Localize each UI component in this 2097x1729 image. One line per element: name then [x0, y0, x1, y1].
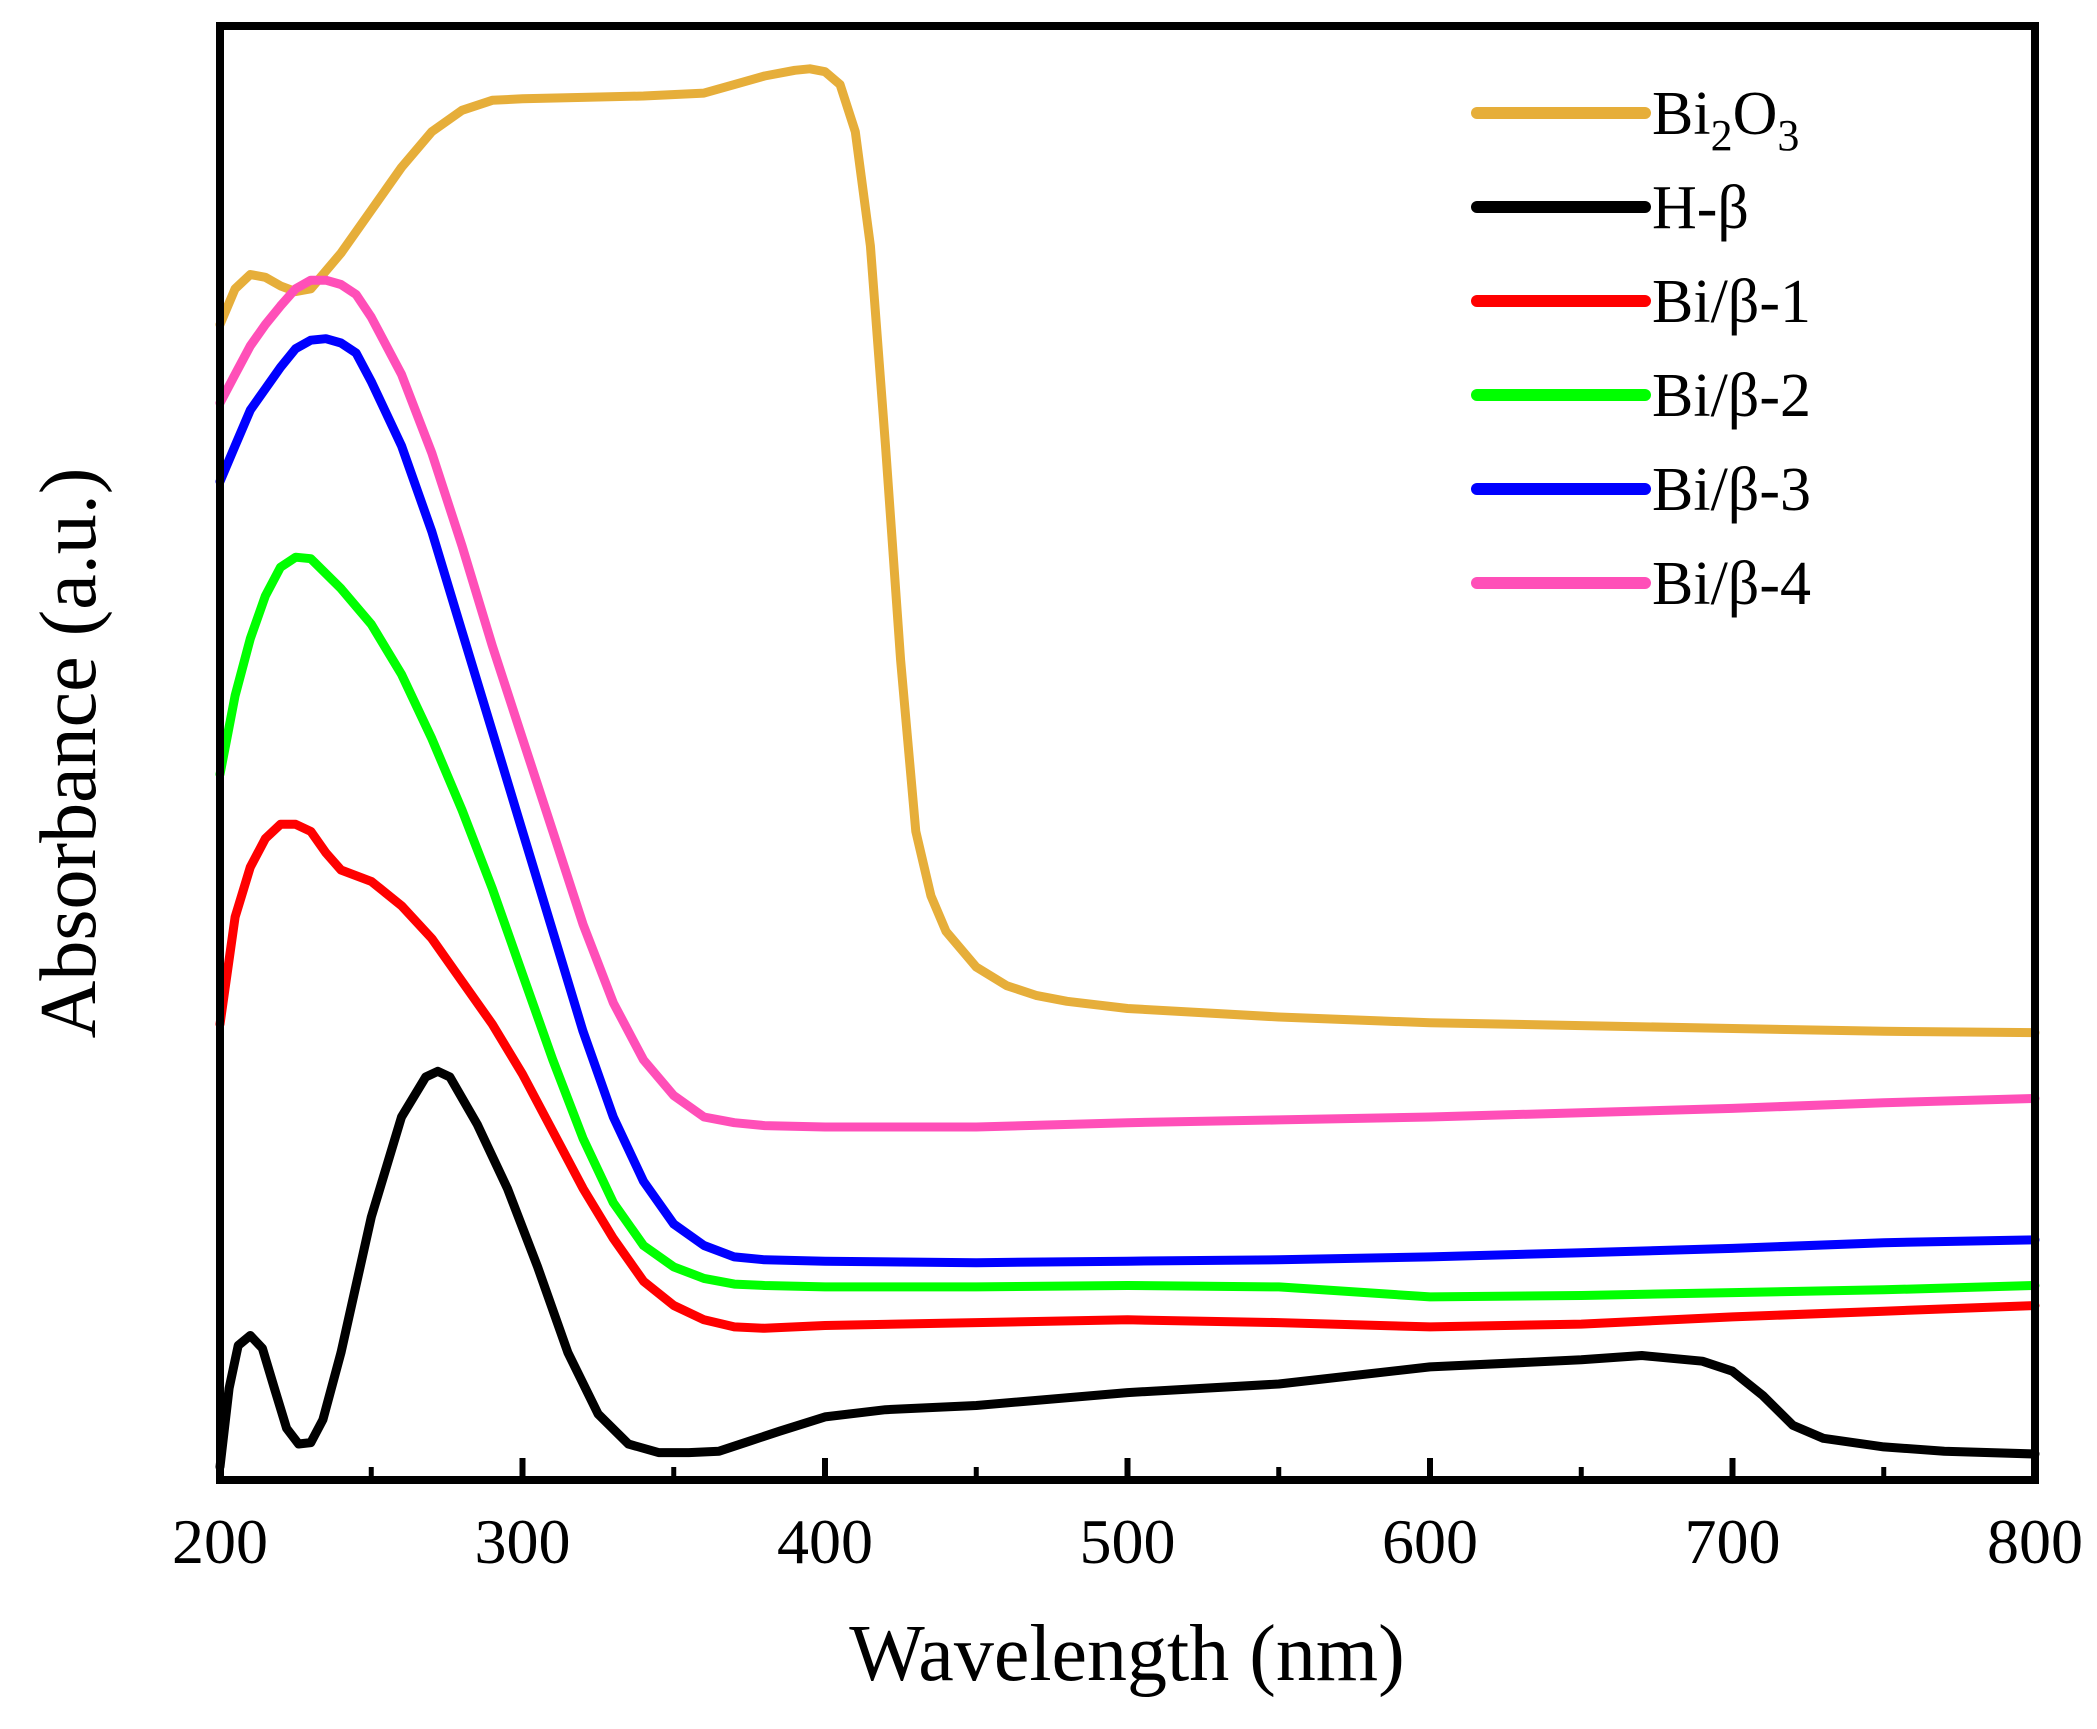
x-tick-label: 200	[172, 1506, 268, 1577]
legend-label-bi-beta-3: Bi/β-3	[1652, 456, 1811, 524]
legend-label-bi-beta-1: Bi/β-1	[1652, 268, 1811, 336]
series-layer	[215, 64, 2040, 1472]
legend-label-part: O	[1733, 80, 1778, 148]
series-line-bi-beta-4	[215, 275, 2040, 1132]
series-line-bi-beta-1	[215, 819, 2040, 1333]
legend-label-part: Bi	[1652, 80, 1711, 148]
legend-label-part: 2	[1711, 111, 1733, 160]
legend: Bi2O3 H-β Bi/β-1 Bi/β-2 Bi/β-3 Bi/β-4	[1471, 80, 1811, 618]
x-tick-label: 300	[475, 1506, 571, 1577]
y-axis-title: Absorbance (a.u.)	[25, 468, 113, 1039]
series-line-bi-beta-3	[215, 334, 2040, 1268]
x-tick-label: 400	[777, 1506, 873, 1577]
x-tick-label: 600	[1382, 1506, 1478, 1577]
x-axis: 200 300 400 500 600 700 800	[172, 1458, 2083, 1577]
legend-label-h-beta: H-β	[1652, 174, 1749, 242]
legend-label-bi2o3: Bi2O3	[1652, 80, 1799, 160]
series-line-bi-beta-2	[215, 552, 2040, 1302]
series-line-bi2o3	[215, 64, 2040, 1038]
series-line-h-beta	[215, 1066, 2040, 1472]
legend-label-bi-beta-2: Bi/β-2	[1652, 362, 1811, 430]
legend-label-part: 3	[1777, 111, 1799, 160]
x-tick-label: 500	[1080, 1506, 1176, 1577]
x-tick-label: 700	[1685, 1506, 1781, 1577]
x-tick-label: 800	[1987, 1506, 2083, 1577]
legend-label-bi-beta-4: Bi/β-4	[1652, 550, 1811, 618]
x-axis-title: Wavelength (nm)	[849, 1610, 1405, 1698]
